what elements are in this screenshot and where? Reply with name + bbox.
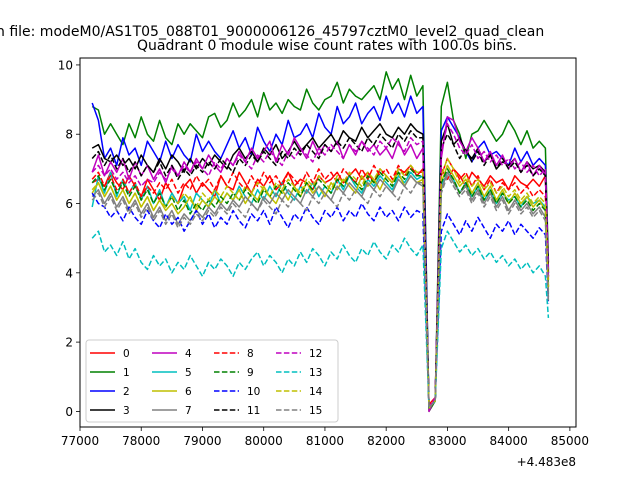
legend-label-2: 2 xyxy=(123,386,130,398)
y-tick-label: 10 xyxy=(58,58,73,72)
series-line-1 xyxy=(91,71,550,413)
legend-label-5: 5 xyxy=(185,367,192,379)
legend-box xyxy=(85,339,339,423)
x-tick-label: 80000 xyxy=(245,434,283,448)
series-line-6 xyxy=(91,164,550,409)
chart-title: Quadrant 0 module wise count rates with … xyxy=(137,38,517,54)
x-axis: 77000 78000 79000 80000 81000 82000 83000 84000… xyxy=(61,427,589,448)
series-line-15 xyxy=(91,175,550,409)
x-tick-label: 77000 xyxy=(61,434,99,448)
y-axis: 0 2 4 6 8 10 xyxy=(58,58,80,419)
y-tick-label: 0 xyxy=(65,405,73,419)
legend-label-0: 0 xyxy=(123,348,130,360)
series-line-7 xyxy=(91,171,550,409)
series-line-2 xyxy=(91,95,550,409)
series-line-11 xyxy=(91,130,550,409)
y-tick-label: 2 xyxy=(65,336,73,350)
legend-label-14: 14 xyxy=(309,386,323,398)
legend-label-8: 8 xyxy=(247,348,254,360)
x-tick-label: 79000 xyxy=(183,434,221,448)
series-line-14 xyxy=(91,157,550,409)
legend-label-15: 15 xyxy=(309,405,322,417)
x-tick-label: 83000 xyxy=(428,434,466,448)
series-line-13 xyxy=(91,230,550,409)
series-layer xyxy=(91,71,550,413)
series-line-12 xyxy=(91,123,550,409)
y-tick-label: 8 xyxy=(65,128,73,142)
y-tick-label: 4 xyxy=(65,266,73,280)
x-tick-label: 82000 xyxy=(367,434,405,448)
x-tick-label: 81000 xyxy=(306,434,344,448)
legend-label-10: 10 xyxy=(247,386,260,398)
x-tick-label: 78000 xyxy=(122,434,160,448)
legend-label-1: 1 xyxy=(123,367,130,379)
x-axis-offset-label: +4.483e8 xyxy=(517,455,576,469)
legend-label-9: 9 xyxy=(247,367,254,379)
series-line-8 xyxy=(91,157,550,409)
legend-label-11: 11 xyxy=(247,405,260,417)
legend-label-3: 3 xyxy=(123,405,130,417)
legend-label-13: 13 xyxy=(309,367,322,379)
figure-suptitle: n file: modeM0/AS1T05_088T01_9000006126_… xyxy=(0,24,544,40)
x-tick-label: 84000 xyxy=(490,434,528,448)
y-tick-label: 6 xyxy=(65,197,73,211)
legend-label-6: 6 xyxy=(185,386,192,398)
x-tick-label: 85000 xyxy=(551,434,589,448)
legend-label-4: 4 xyxy=(185,348,192,360)
legend-label-7: 7 xyxy=(185,405,192,417)
legend-label-12: 12 xyxy=(309,348,322,360)
series-line-0 xyxy=(91,164,550,406)
axes-frame xyxy=(79,57,577,428)
